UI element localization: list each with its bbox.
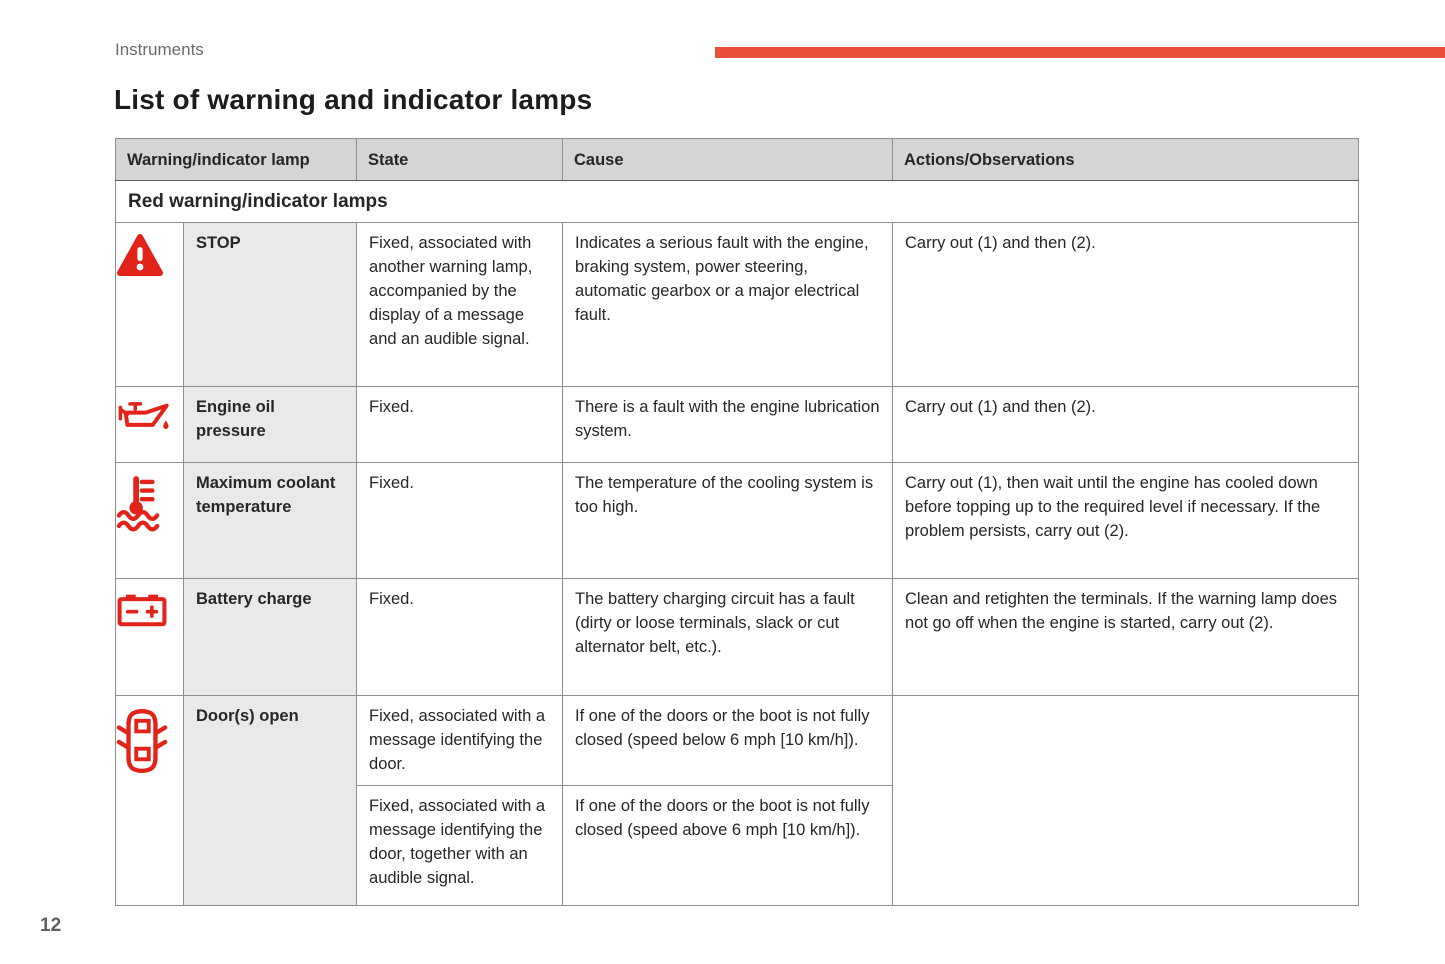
- state-cell: Fixed, associated with a message identif…: [369, 797, 546, 887]
- lamp-label: STOP: [196, 234, 241, 252]
- doors-open-icon: [116, 708, 168, 780]
- table-header-row: Warning/indicator lamp State Cause Actio…: [114, 138, 1360, 181]
- lamp-icon-cell: [115, 695, 184, 906]
- table-row-doors-2: Fixed, associated with a message identif…: [116, 785, 1359, 906]
- coolant-temperature-icon: [116, 476, 162, 537]
- section-row: Red warning/indicator lamps: [114, 180, 1360, 223]
- lamp-icon-cell: [115, 386, 184, 463]
- table-row-oil: Engine oil pressure Fixed. There is a fa…: [115, 386, 1360, 463]
- table-row-battery: Battery charge Fixed. The battery chargi…: [115, 578, 1360, 696]
- actions-cell: Carry out (1), then wait until the engin…: [905, 474, 1321, 540]
- cause-cell: There is a fault with the engine lubrica…: [575, 398, 880, 440]
- actions-cell: Carry out (1) and then (2).: [905, 398, 1096, 416]
- state-cell: Fixed.: [369, 474, 414, 492]
- warning-triangle-icon: [116, 234, 164, 283]
- accent-bar: [715, 47, 1445, 58]
- cause-cell: If one of the doors or the boot is not f…: [575, 797, 870, 839]
- cause-cell: The temperature of the cooling system is…: [575, 474, 874, 516]
- state-cell: Fixed.: [369, 398, 414, 416]
- lamp-icon-cell: [115, 462, 184, 579]
- lamp-label: Engine oil pressure: [196, 398, 275, 440]
- actions-cell: [893, 696, 1358, 712]
- section-title: Red warning/indicator lamps: [114, 180, 1360, 223]
- actions-cell: Clean and retighten the terminals. If th…: [905, 590, 1338, 632]
- col-header-lamp: Warning/indicator lamp: [114, 138, 358, 181]
- col-header-actions: Actions/Observations: [892, 138, 1360, 181]
- table-row-doors-1: Door(s) open Fixed, associated with a me…: [115, 695, 1360, 906]
- engine-oil-icon: [116, 402, 172, 441]
- actions-cell: Carry out (1) and then (2).: [905, 234, 1096, 252]
- state-cell: Fixed, associated with a message identif…: [369, 707, 546, 773]
- page-number: 12: [40, 915, 62, 936]
- warning-lamps-table: Warning/indicator lamp State Cause Actio…: [114, 138, 1360, 906]
- table-row-stop: STOP Fixed, associated with another warn…: [115, 222, 1360, 387]
- lamp-label: Battery charge: [196, 590, 312, 608]
- lamp-icon-cell: [115, 578, 184, 696]
- col-header-cause: Cause: [562, 138, 894, 181]
- lamp-label: Maximum coolant temperature: [196, 474, 336, 516]
- cause-cell: If one of the doors or the boot is not f…: [575, 707, 870, 749]
- lamp-label: Door(s) open: [196, 707, 299, 725]
- state-cell: Fixed, associated with another warning l…: [369, 234, 533, 348]
- state-cell: Fixed.: [369, 590, 414, 608]
- breadcrumb: Instruments: [115, 40, 204, 59]
- cause-cell: The battery charging circuit has a fault…: [575, 590, 855, 656]
- page-title: List of warning and indicator lamps: [114, 84, 593, 115]
- battery-icon: [116, 594, 168, 633]
- col-header-state: State: [356, 138, 564, 181]
- table-row-coolant: Maximum coolant temperature Fixed. The t…: [115, 462, 1360, 579]
- cause-cell: Indicates a serious fault with the engin…: [575, 234, 869, 324]
- lamp-icon-cell: [115, 222, 184, 387]
